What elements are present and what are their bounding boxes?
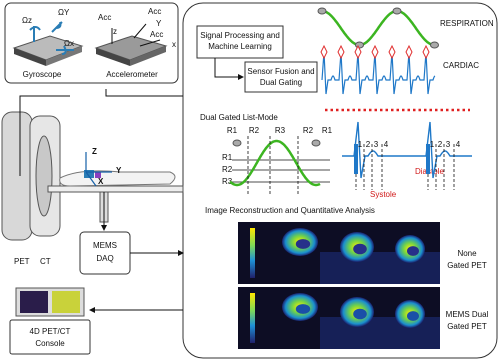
colorbar: [250, 293, 255, 343]
acc-sub: Y: [156, 19, 162, 28]
phase-number: 2: [438, 140, 443, 149]
gyro-label: Ωz: [22, 16, 32, 25]
heart-cavity: [353, 243, 367, 255]
scanner-label: PET: [14, 257, 30, 266]
gyro-side: [14, 48, 46, 66]
r-peak-marker: [405, 44, 413, 60]
daq-label: DAQ: [96, 254, 113, 263]
cardiac-wave: [342, 121, 472, 179]
acc-label: Acc: [148, 7, 161, 16]
heart-cavity: [407, 311, 419, 321]
acc-label: Acc: [150, 30, 163, 39]
axis-label: Y: [116, 166, 122, 175]
gate-label: R1: [227, 126, 238, 135]
level-label: R3: [222, 177, 233, 186]
row-label: Gated PET: [447, 261, 487, 270]
systole-band: [426, 144, 430, 174]
fusion-text: Sensor Fusion and: [247, 67, 314, 76]
console-box: [9, 319, 91, 355]
gate-label: R3: [275, 126, 286, 135]
sensor-name: Gyroscope: [23, 70, 62, 79]
gyro-axis: [56, 45, 74, 55]
peak-marker: [430, 41, 439, 49]
gyro-axis: [29, 26, 41, 42]
axis-label: X: [98, 177, 104, 186]
process-text: Machine Learning: [208, 42, 272, 51]
console-label: 4D PET/CT: [30, 327, 71, 336]
sensor: [84, 170, 94, 178]
acc-sub: z: [113, 27, 117, 36]
axis-label: Z: [92, 147, 97, 156]
level-label: R1: [222, 153, 233, 162]
phase-number: 1: [358, 140, 363, 149]
gyro-label: Ωx: [64, 39, 74, 48]
peak-marker: [311, 139, 321, 147]
arrow: [214, 58, 244, 80]
gyro-label: ΩY: [58, 8, 70, 17]
r-peak-marker: [388, 44, 396, 60]
connector: [19, 95, 70, 176]
fusion-text: Dual Gating: [260, 78, 302, 87]
r-peak-marker: [337, 44, 345, 60]
phase-number: 2: [366, 140, 371, 149]
row-label: Gated PET: [447, 322, 487, 331]
level-label: R2: [222, 165, 233, 174]
process-text: Signal Processing and: [200, 31, 280, 40]
acc-axis: [111, 23, 161, 47]
screen: [20, 291, 48, 313]
phase-number: 4: [456, 140, 461, 149]
phase-label: Systole: [370, 190, 397, 199]
section-title: Dual Gated List-Mode: [200, 113, 278, 122]
gyro-axis: [51, 21, 63, 33]
heart-cavity: [295, 304, 311, 314]
screen: [52, 291, 80, 313]
gate-label: R2: [303, 126, 314, 135]
signal-label: CARDIAC: [443, 61, 479, 70]
respiration-wave: [229, 139, 321, 187]
peak-marker: [392, 7, 402, 15]
axes: [85, 152, 112, 187]
heart-cavity: [407, 246, 419, 256]
sensor-name: Accelerometer: [106, 70, 158, 79]
section-title: Image Reconstruction and Quantitative An…: [205, 206, 375, 215]
connector: [105, 89, 183, 97]
acc-side: [96, 48, 130, 66]
fusion-box: [244, 61, 318, 93]
r-peak-marker: [371, 44, 379, 60]
daq-label: MEMS: [93, 241, 117, 250]
acc-side: [130, 46, 166, 66]
peak-marker: [355, 41, 364, 49]
daq-box: [79, 231, 131, 275]
r-peak-marker: [354, 44, 362, 60]
colorbar: [250, 228, 255, 278]
respiration-wave: [322, 9, 435, 47]
gate-label: R1: [322, 126, 333, 135]
signal-label: RESPIRATION: [440, 19, 494, 28]
pet-ring: [1, 111, 33, 241]
bore: [35, 135, 53, 217]
phase-number: 3: [374, 140, 379, 149]
gate-label: R2: [249, 126, 260, 135]
scanner-label: CT: [40, 257, 51, 266]
peak-marker: [232, 139, 242, 147]
console-label: Console: [35, 339, 65, 348]
peak-marker: [317, 7, 327, 15]
acc-sub: x: [172, 40, 176, 49]
phase-number: 1: [430, 140, 435, 149]
r-peak-marker: [320, 44, 328, 60]
row-label: MEMS Dual: [446, 310, 489, 319]
phase-number: 3: [446, 140, 451, 149]
bed: [47, 185, 184, 193]
process-box: [196, 25, 284, 59]
heart-cavity: [295, 239, 311, 249]
sensor: [95, 172, 101, 178]
systole-band: [354, 144, 358, 174]
row-label: None: [457, 249, 477, 258]
phase-number: 4: [384, 140, 389, 149]
r-peak-marker: [422, 44, 430, 60]
acc-label: Acc: [98, 13, 111, 22]
heart-cavity: [353, 308, 367, 320]
